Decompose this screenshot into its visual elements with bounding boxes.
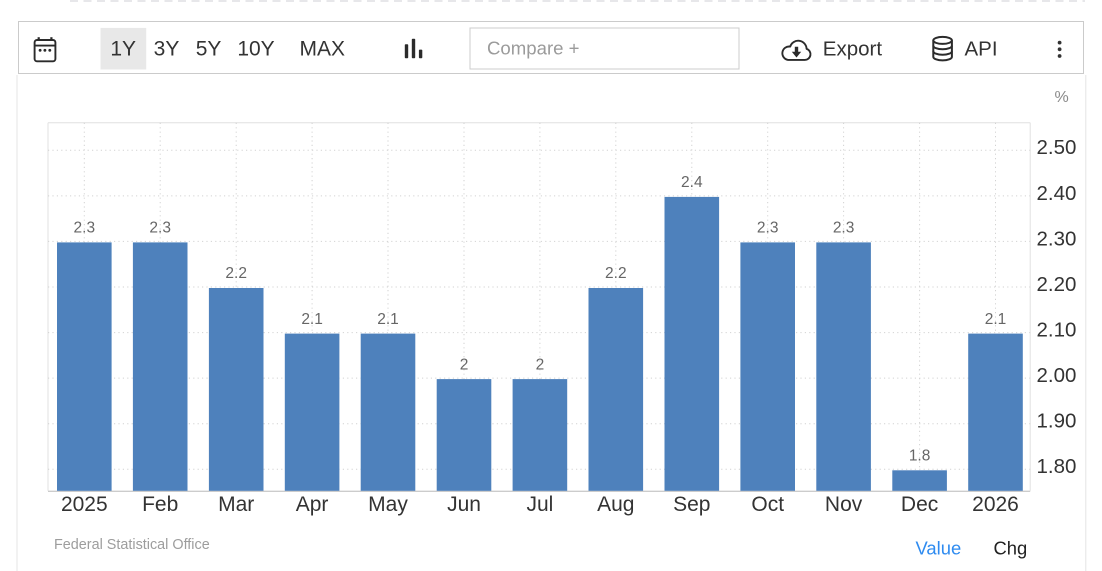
svg-text:Nov: Nov bbox=[825, 493, 863, 516]
svg-text:Sep: Sep bbox=[673, 493, 710, 516]
svg-text:Jun: Jun bbox=[447, 493, 481, 516]
svg-text:2.1: 2.1 bbox=[985, 311, 1007, 328]
svg-text:Aug: Aug bbox=[597, 493, 634, 516]
svg-text:1.80: 1.80 bbox=[1037, 455, 1077, 478]
svg-text:Export: Export bbox=[823, 37, 883, 60]
svg-text:10Y: 10Y bbox=[237, 38, 274, 61]
svg-text:2.2: 2.2 bbox=[605, 265, 627, 282]
svg-text:Jul: Jul bbox=[526, 493, 553, 516]
svg-text:2.2: 2.2 bbox=[225, 265, 247, 282]
svg-text:MAX: MAX bbox=[300, 38, 346, 61]
svg-text:Apr: Apr bbox=[296, 493, 329, 516]
svg-text:API: API bbox=[965, 37, 998, 60]
svg-text:1.8: 1.8 bbox=[909, 448, 931, 465]
svg-text:1.90: 1.90 bbox=[1037, 410, 1077, 433]
svg-text:2.50: 2.50 bbox=[1037, 136, 1077, 159]
svg-text:1Y: 1Y bbox=[110, 38, 136, 61]
svg-text:%: % bbox=[1055, 89, 1069, 106]
svg-text:5Y: 5Y bbox=[196, 38, 222, 61]
svg-text:2026: 2026 bbox=[972, 493, 1019, 516]
svg-text:Chg: Chg bbox=[994, 538, 1028, 559]
svg-text:2: 2 bbox=[460, 356, 469, 373]
svg-text:2.40: 2.40 bbox=[1037, 182, 1077, 205]
svg-text:2025: 2025 bbox=[61, 493, 108, 516]
svg-text:Value: Value bbox=[916, 538, 962, 559]
svg-text:2.3: 2.3 bbox=[149, 220, 171, 237]
svg-text:2.4: 2.4 bbox=[681, 174, 703, 191]
svg-text:Federal Statistical Office: Federal Statistical Office bbox=[54, 537, 210, 553]
svg-text:2.10: 2.10 bbox=[1037, 319, 1077, 342]
svg-text:2.00: 2.00 bbox=[1037, 364, 1077, 387]
svg-text:2.1: 2.1 bbox=[377, 311, 399, 328]
svg-text:2.3: 2.3 bbox=[833, 220, 855, 237]
svg-text:2.3: 2.3 bbox=[74, 220, 96, 237]
svg-text:Dec: Dec bbox=[901, 493, 938, 516]
svg-text:Feb: Feb bbox=[142, 493, 178, 516]
svg-text:3Y: 3Y bbox=[154, 38, 180, 61]
svg-text:Compare +: Compare + bbox=[487, 38, 580, 59]
svg-text:2: 2 bbox=[536, 356, 545, 373]
svg-text:Oct: Oct bbox=[751, 493, 784, 516]
svg-text:2.1: 2.1 bbox=[301, 311, 323, 328]
svg-text:May: May bbox=[368, 493, 408, 516]
svg-text:2.3: 2.3 bbox=[757, 220, 779, 237]
svg-text:2.30: 2.30 bbox=[1037, 227, 1077, 250]
svg-text:Mar: Mar bbox=[218, 493, 254, 516]
svg-text:2.20: 2.20 bbox=[1037, 273, 1077, 296]
